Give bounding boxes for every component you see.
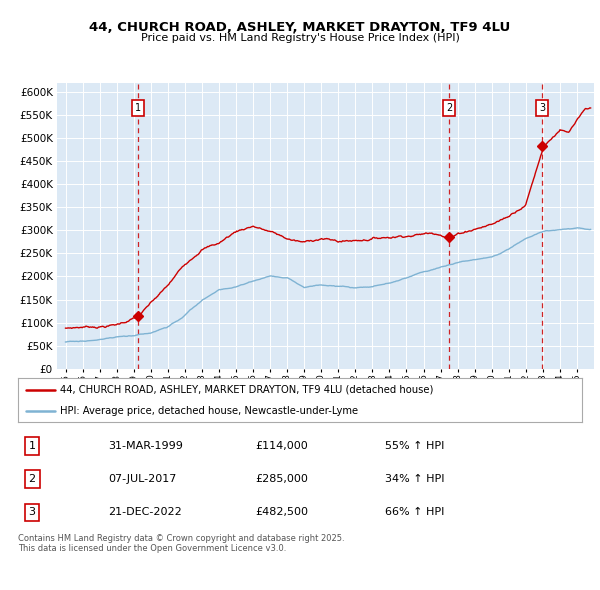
Text: 3: 3 [29, 507, 35, 517]
Text: 1: 1 [135, 103, 141, 113]
Text: Price paid vs. HM Land Registry's House Price Index (HPI): Price paid vs. HM Land Registry's House … [140, 33, 460, 43]
Text: 66% ↑ HPI: 66% ↑ HPI [385, 507, 444, 517]
Text: 3: 3 [539, 103, 545, 113]
Text: 55% ↑ HPI: 55% ↑ HPI [385, 441, 444, 451]
Text: 21-DEC-2022: 21-DEC-2022 [108, 507, 182, 517]
Text: HPI: Average price, detached house, Newcastle-under-Lyme: HPI: Average price, detached house, Newc… [60, 406, 358, 416]
Text: 34% ↑ HPI: 34% ↑ HPI [385, 474, 444, 484]
Text: £482,500: £482,500 [255, 507, 308, 517]
Text: 2: 2 [29, 474, 35, 484]
Text: 44, CHURCH ROAD, ASHLEY, MARKET DRAYTON, TF9 4LU: 44, CHURCH ROAD, ASHLEY, MARKET DRAYTON,… [89, 21, 511, 34]
Text: 31-MAR-1999: 31-MAR-1999 [108, 441, 183, 451]
Text: 2: 2 [446, 103, 452, 113]
Text: Contains HM Land Registry data © Crown copyright and database right 2025.
This d: Contains HM Land Registry data © Crown c… [18, 534, 344, 553]
Text: £285,000: £285,000 [255, 474, 308, 484]
Text: £114,000: £114,000 [255, 441, 308, 451]
Text: 07-JUL-2017: 07-JUL-2017 [108, 474, 176, 484]
Text: 1: 1 [29, 441, 35, 451]
Text: 44, CHURCH ROAD, ASHLEY, MARKET DRAYTON, TF9 4LU (detached house): 44, CHURCH ROAD, ASHLEY, MARKET DRAYTON,… [60, 385, 434, 395]
